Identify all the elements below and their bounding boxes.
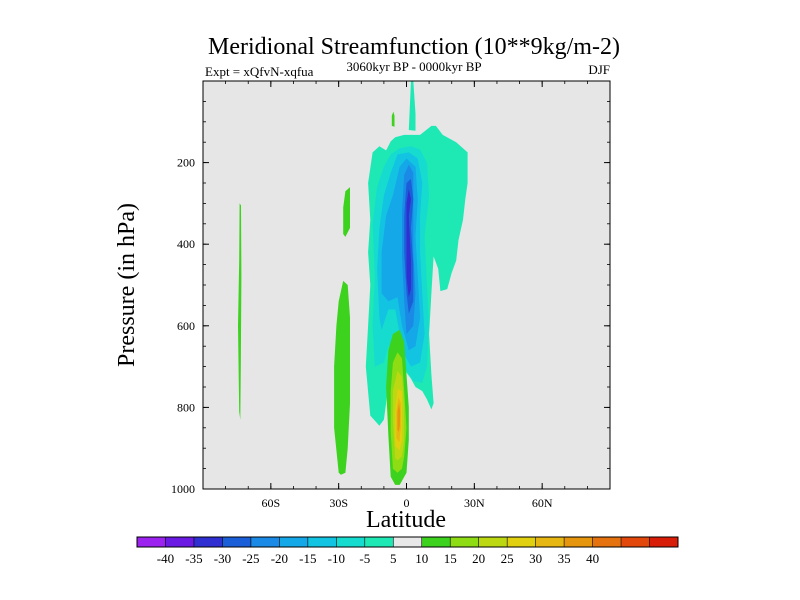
colorbar-swatch [393,537,423,547]
contour-layer [238,81,468,485]
colorbar-swatch [649,537,679,547]
colorbar-swatch [193,537,223,547]
contour-region-level-5 [334,280,350,475]
contour-region-level-neg35 [406,189,411,298]
colorbar-swatch [564,537,593,547]
y-tick-label: 400 [177,237,195,251]
colorbar-label: -5 [359,551,370,566]
colorbar-labels: -40 -35 -30 -25 -20 -15 -10 -5 5 10 15 20 25 30 35 40 [157,551,599,566]
colorbar-frame [136,536,679,548]
tick-labels: 60S 30S 0 30N 60N 200 400 600 800 1000 [171,156,553,510]
colorbar-label: -30 [214,551,231,566]
experiment-label: Expt = xQfvN-xqfua [205,64,314,79]
colorbar-label: -35 [185,551,202,566]
colorbar-label: -40 [157,551,174,566]
colorbar-swatch [222,537,252,547]
colorbar-label: 15 [444,551,457,566]
colorbar [136,536,679,548]
colorbar-swatch [421,537,451,547]
y-tick-label: 1000 [171,482,195,496]
colorbar-swatch [165,537,195,547]
colorbar-label: -15 [299,551,316,566]
contour-region-level-30 [397,403,401,432]
chart-title: Meridional Streamfunction (10**9kg/m-2) [208,34,620,60]
colorbar-swatch [336,537,366,547]
chart-subtitle: 3060kyr BP - 0000kyr BP [346,59,481,74]
colorbar-label: 40 [586,551,599,566]
x-tick-label: 30S [329,496,348,510]
colorbar-swatch [137,537,166,547]
colorbar-label: -20 [271,551,288,566]
colorbar-swatch [279,537,309,547]
x-tick-label: 60N [532,496,553,510]
x-tick-label: 60S [261,496,280,510]
major-tick-marks [203,81,610,490]
season-label: DJF [588,62,610,77]
colorbar-label: 25 [501,551,514,566]
colorbar-swatch [535,537,565,547]
colorbar-label: -10 [328,551,345,566]
colorbar-label: 5 [390,551,397,566]
colorbar-swatch [478,537,508,547]
colorbar-swatch [450,537,479,547]
colorbar-swatch [250,537,280,547]
colorbar-swatch [507,537,536,547]
colorbar-label: -25 [242,551,259,566]
x-axis-label: Latitude [366,507,446,533]
colorbar-label: 30 [529,551,542,566]
x-tick-label: 30N [464,496,485,510]
colorbar-swatch [307,537,337,547]
colorbar-swatch [364,537,394,547]
y-tick-label: 800 [177,400,195,414]
colorbar-label: 35 [558,551,571,566]
contour-region-level-5 [391,111,395,127]
y-tick-label: 600 [177,319,195,333]
colorbar-swatch [592,537,622,547]
contour-region-level-5 [238,203,242,420]
y-axis-label: Pressure (in hPa) [114,203,140,367]
colorbar-label: 20 [472,551,485,566]
contour-region-level-neg5 [408,81,416,131]
contour-region-level-5 [343,187,350,237]
colorbar-swatch [621,537,650,547]
colorbar-label: 10 [415,551,428,566]
x-tick-label: 0 [404,496,410,510]
y-tick-label: 200 [177,156,195,170]
